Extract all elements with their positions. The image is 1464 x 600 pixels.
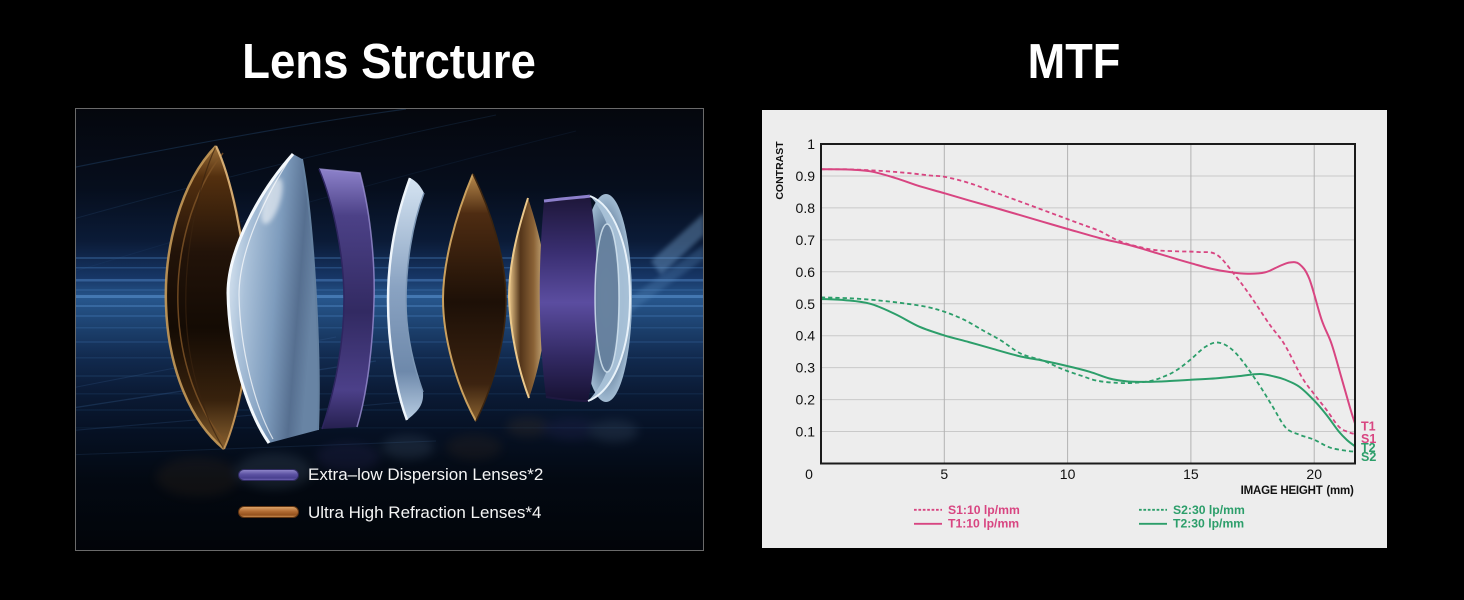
svg-text:0.3: 0.3 xyxy=(796,360,816,376)
svg-text:1: 1 xyxy=(807,136,815,152)
svg-text:0.4: 0.4 xyxy=(796,328,816,344)
svg-text:S2: S2 xyxy=(1361,450,1376,464)
svg-text:10: 10 xyxy=(1060,466,1076,482)
svg-text:IMAGE HEIGHT (mm): IMAGE HEIGHT (mm) xyxy=(1241,485,1354,497)
svg-text:5: 5 xyxy=(940,466,948,482)
svg-text:T1: T1 xyxy=(1361,419,1376,433)
svg-text:0.8: 0.8 xyxy=(796,200,816,216)
svg-text:T2: T2 xyxy=(1361,441,1376,455)
svg-text:S2:30 lp/mm: S2:30 lp/mm xyxy=(1173,503,1245,517)
svg-text:0.7: 0.7 xyxy=(796,232,816,248)
svg-text:CONTRAST: CONTRAST xyxy=(774,141,786,200)
svg-text:T1:10 lp/mm: T1:10 lp/mm xyxy=(948,516,1019,530)
svg-text:0: 0 xyxy=(805,466,813,482)
svg-text:T2:30 lp/mm: T2:30 lp/mm xyxy=(1173,516,1244,530)
svg-text:0.1: 0.1 xyxy=(796,424,816,440)
svg-text:0.9: 0.9 xyxy=(796,168,816,184)
svg-text:0.2: 0.2 xyxy=(796,392,816,408)
svg-text:0.6: 0.6 xyxy=(796,264,816,280)
svg-text:20: 20 xyxy=(1306,466,1322,482)
svg-text:15: 15 xyxy=(1183,466,1199,482)
svg-text:0.5: 0.5 xyxy=(796,296,816,312)
svg-text:S1: S1 xyxy=(1361,432,1376,446)
svg-text:S1:10 lp/mm: S1:10 lp/mm xyxy=(948,503,1020,517)
